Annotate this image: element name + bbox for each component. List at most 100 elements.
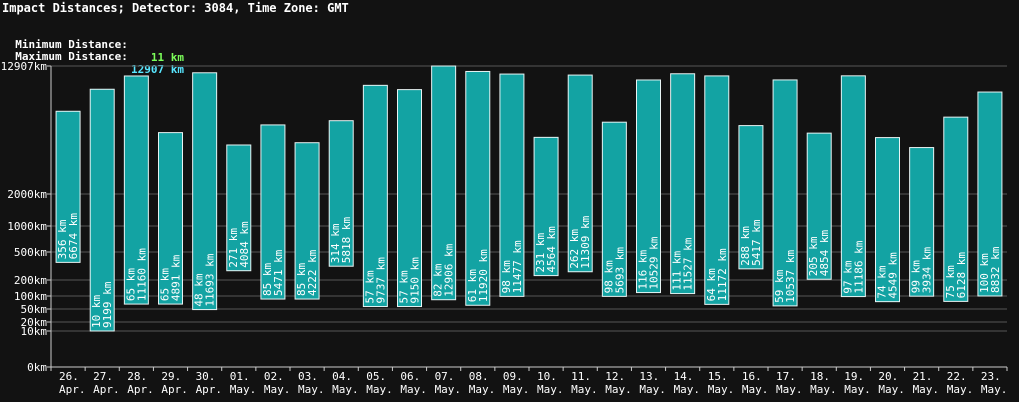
x-tick-label: 02.: [264, 370, 284, 383]
bar-max-label: 4564 km: [545, 226, 558, 273]
bar-min-label: 59 km: [773, 269, 786, 302]
x-tick-label: 09.: [503, 370, 523, 383]
bar-range: [977, 91, 1003, 297]
bar-max-label: 12906 km: [443, 243, 456, 296]
bar-range: [806, 132, 832, 280]
bar-range: [533, 136, 559, 277]
bar-range: [431, 65, 457, 301]
bar-range: [397, 89, 422, 308]
x-tick-label: 11.: [571, 370, 591, 383]
bar-max-label: 4854 km: [818, 230, 831, 277]
y-tick-label: 20km: [21, 316, 48, 329]
bar-max-label: 8832 km: [989, 246, 1002, 293]
bar-range: [772, 79, 798, 307]
bar-range: [158, 132, 183, 305]
bar-min-label: 205 km: [807, 236, 820, 276]
bar-min-label: 356 km: [56, 219, 69, 259]
x-tick-label: 19.: [844, 370, 864, 383]
y-tick-label: 50km: [21, 303, 48, 316]
x-tick-label: 05.: [366, 370, 386, 383]
x-tick-label: May.: [571, 383, 598, 396]
bar-range: [636, 79, 661, 294]
x-tick-label: 16.: [742, 370, 762, 383]
bar-max-label: 11186 km: [852, 240, 865, 293]
y-tick-label: 200km: [14, 274, 47, 287]
bar-max-label: 4549 km: [887, 252, 900, 299]
x-tick-label: May.: [469, 383, 496, 396]
bar-max-label: 11172 km: [716, 248, 729, 301]
x-tick-label: 28.: [127, 370, 147, 383]
bar-max-label: 4222 km: [306, 249, 319, 296]
x-tick-label: 03.: [298, 370, 318, 383]
y-tick-label: 500km: [14, 246, 47, 259]
x-tick-label: May.: [844, 383, 871, 396]
bar-range: [89, 88, 115, 332]
bar-max-label: 11920 km: [477, 249, 490, 302]
bar-min-label: 10 km: [90, 295, 103, 328]
bar-max-label: 9150 km: [409, 257, 422, 304]
bar-range: [362, 84, 388, 308]
x-tick-label: 21.: [913, 370, 933, 383]
x-tick-label: May.: [537, 383, 564, 396]
chart-title: Impact Distances; Detector: 3084, Time Z…: [2, 1, 349, 15]
bar-min-label: 98 km: [500, 260, 513, 293]
bar-min-label: 116 km: [637, 249, 650, 289]
x-tick-label: May.: [674, 383, 701, 396]
minimum-distance-row: Minimum Distance: 11 km: [2, 25, 184, 64]
maximum-distance-row: Maximum Distance: 12907 km: [2, 37, 184, 76]
x-tick-label: 13.: [639, 370, 659, 383]
x-tick-label: May.: [332, 383, 359, 396]
minimum-distance-value: 11 km: [150, 51, 184, 64]
bar-max-label: 5471 km: [272, 249, 285, 296]
x-tick-label: May.: [366, 383, 393, 396]
x-tick-label: 08.: [469, 370, 489, 383]
bar-min-label: 100 km: [978, 253, 991, 293]
y-tick-label: 12907km: [1, 60, 48, 73]
x-tick-label: Apr.: [161, 383, 188, 396]
x-tick-label: May.: [913, 383, 940, 396]
x-tick-label: 14.: [674, 370, 694, 383]
bar-max-label: 9737 km: [374, 257, 387, 304]
bar-min-label: 64 km: [705, 268, 718, 301]
x-tick-label: May.: [742, 383, 769, 396]
bar-max-label: 5818 km: [340, 216, 353, 263]
x-tick-label: May.: [708, 383, 735, 396]
x-tick-label: 01.: [230, 370, 250, 383]
bar-min-label: 97 km: [841, 260, 854, 293]
bar-range: [670, 73, 696, 295]
x-tick-label: May.: [503, 383, 530, 396]
bar-min-label: 111 km: [671, 250, 684, 290]
bar-range: [465, 70, 491, 306]
bar-range: [328, 120, 354, 267]
bar-range: [260, 124, 286, 300]
x-tick-label: 17.: [776, 370, 796, 383]
x-tick-label: 22.: [947, 370, 967, 383]
bar-max-label: 11693 km: [204, 253, 217, 306]
y-tick-label: 1000km: [7, 220, 47, 233]
bar-max-label: 11160 km: [135, 248, 148, 301]
y-tick-label: 100km: [14, 290, 47, 303]
bar-min-label: 48 km: [193, 273, 206, 306]
y-tick-label: 0km: [27, 361, 47, 374]
bar-min-label: 271 km: [227, 228, 240, 268]
bar-range: [875, 137, 900, 303]
bar-range: [192, 72, 218, 311]
bar-max-label: 6674 km: [67, 213, 80, 260]
bar-min-label: 85 km: [295, 263, 308, 296]
x-tick-label: 12.: [605, 370, 625, 383]
x-tick-label: May.: [264, 383, 291, 396]
x-tick-label: May.: [639, 383, 666, 396]
bar-max-label: 5693 km: [613, 247, 626, 294]
bar-max-label: 3934 km: [921, 246, 934, 293]
bar-min-label: 82 km: [432, 263, 445, 296]
x-tick-label: May.: [878, 383, 905, 396]
bar-min-label: 231 km: [534, 232, 547, 272]
x-tick-label: Apr.: [93, 383, 120, 396]
bar-range: [123, 75, 149, 305]
bar-max-label: 4084 km: [238, 221, 251, 268]
bar-range: [943, 116, 969, 302]
bar-min-label: 75 km: [944, 265, 957, 298]
x-tick-label: 26.: [59, 370, 79, 383]
x-tick-label: May.: [230, 383, 257, 396]
